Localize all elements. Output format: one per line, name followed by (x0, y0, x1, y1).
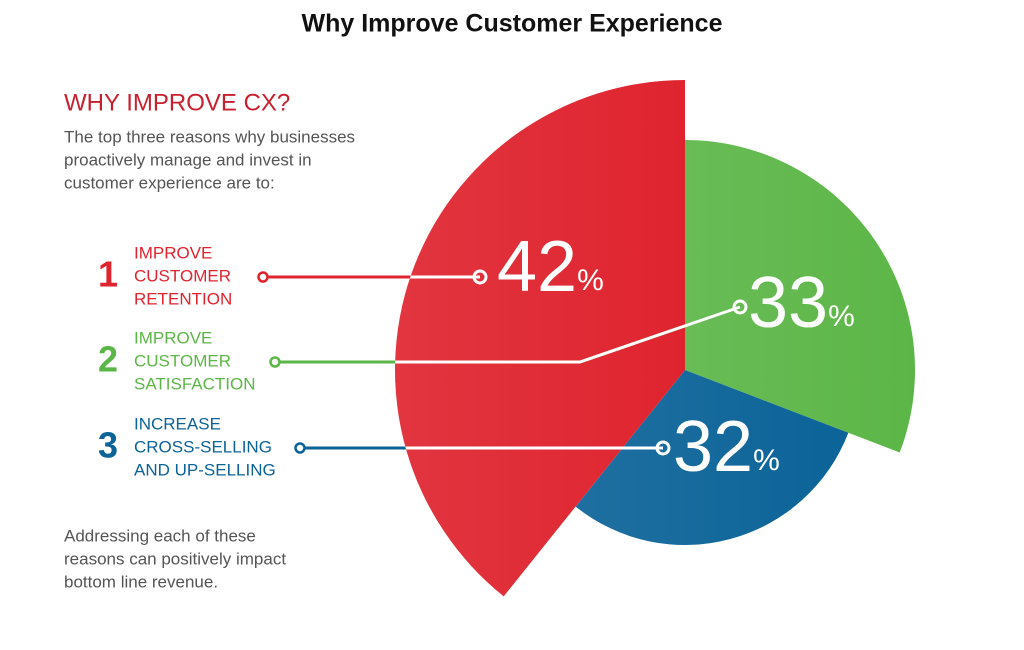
connector-dot (472, 269, 488, 285)
heading: WHY IMPROVE CX? (64, 89, 290, 116)
connector-dot (294, 442, 306, 454)
reason-label: SATISFACTION (134, 374, 256, 393)
intro-text: customer experience are to: (64, 173, 275, 192)
connector-line (394, 305, 741, 364)
connector-dot (655, 440, 671, 456)
intro-text: The top three reasons why businesses (64, 127, 355, 146)
rank-number: 1 (98, 254, 118, 295)
pie-slice (394, 80, 685, 597)
rank-number: 2 (98, 339, 118, 380)
pie-slice (685, 140, 915, 453)
value-label: 33% (748, 263, 855, 343)
chart-title: Why Improve Customer Experience (302, 10, 723, 38)
reason-label: CROSS-SELLING (134, 437, 272, 456)
intro-text: proactively manage and invest in (64, 150, 312, 169)
reason-label: IMPROVE (134, 243, 212, 262)
reason-label: INCREASE (134, 414, 221, 433)
footer-text: reasons can positively impact (64, 549, 286, 568)
value-label: 42% (497, 227, 604, 307)
connector-dot (732, 299, 748, 315)
value-label: 32% (673, 407, 780, 487)
pie-slice (575, 370, 849, 545)
reason-label: AND UP-SELLING (134, 460, 276, 479)
reason-label: RETENTION (134, 289, 232, 308)
reason-label: CUSTOMER (134, 266, 231, 285)
footer-text: bottom line revenue. (64, 572, 218, 591)
connector-dot (257, 271, 269, 283)
rank-number: 3 (98, 425, 118, 466)
connector-dot (269, 356, 281, 368)
reason-label: CUSTOMER (134, 351, 231, 370)
reason-label: IMPROVE (134, 328, 212, 347)
footer-text: Addressing each of these (64, 526, 256, 545)
